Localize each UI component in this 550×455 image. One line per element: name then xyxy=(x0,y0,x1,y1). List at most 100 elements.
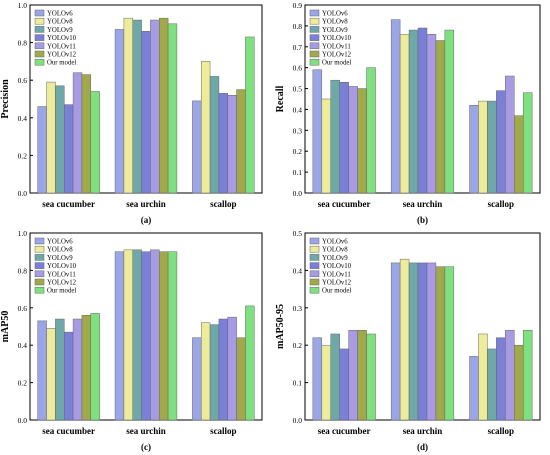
legend-swatch xyxy=(34,237,45,245)
bar-yolov9-sea-cucumber xyxy=(55,318,65,421)
legend-swatch xyxy=(34,50,45,58)
bar-our-model-sea-urchin xyxy=(167,23,178,194)
y-tick-label: 0.7 xyxy=(293,43,303,52)
bar-yolov10-sea-urchin xyxy=(417,27,428,194)
bar-yolov6-sea-cucumber xyxy=(312,337,323,421)
y-tick-label: 0.6 xyxy=(293,64,303,73)
bar-yolov12-sea-cucumber xyxy=(357,88,367,194)
y-tick-label: 1.0 xyxy=(18,229,28,238)
y-tick-label: 0.0 xyxy=(293,189,303,198)
y-tick-label: 0.5 xyxy=(293,229,303,238)
bar-yolov12-sea-urchin xyxy=(159,17,169,194)
x-category-label: sea cucumber xyxy=(318,426,371,436)
bar-yolov8-sea-cucumber xyxy=(321,344,331,421)
legend-label: YOLOv6 xyxy=(322,11,348,18)
legend-label: YOLOv10 xyxy=(322,35,352,42)
y-tick-label: 0.2 xyxy=(293,341,303,350)
bar-yolov11-sea-cucumber xyxy=(72,318,83,421)
bar-yolov8-scallop xyxy=(478,100,488,194)
legend-label: YOLOv8 xyxy=(47,19,73,26)
bar-yolov11-sea-urchin xyxy=(150,249,160,421)
bar-our-model-scallop xyxy=(522,92,533,194)
bar-yolov6-scallop xyxy=(469,356,479,421)
y-axis-label: Precision xyxy=(0,79,11,119)
bar-our-model-sea-cucumber xyxy=(90,313,100,421)
bar-yolov8-sea-cucumber xyxy=(321,98,331,194)
bar-yolov9-scallop xyxy=(487,100,497,194)
bar-yolov6-sea-urchin xyxy=(390,19,401,194)
y-tick-label: 0.1 xyxy=(293,168,303,177)
y-axis-label: Recall xyxy=(275,85,286,112)
bar-yolov6-sea-urchin xyxy=(114,251,125,421)
bar-yolov9-sea-urchin xyxy=(132,19,142,194)
bar-yolov12-scallop xyxy=(236,337,246,421)
bar-yolov8-sea-urchin xyxy=(399,258,410,421)
legend-label: YOLOv12 xyxy=(322,52,352,59)
bar-yolov9-sea-urchin xyxy=(408,262,419,421)
legend-label: YOLOv11 xyxy=(322,271,351,278)
bar-our-model-scallop xyxy=(522,329,533,421)
y-tick-label: 0.2 xyxy=(293,147,303,156)
bar-yolov10-sea-urchin xyxy=(141,31,151,194)
legend-swatch xyxy=(34,42,45,50)
legend-label: YOLOv8 xyxy=(47,247,73,254)
y-axis-label: mAP50-95 xyxy=(275,304,286,349)
legend-swatch xyxy=(309,34,320,41)
y-tick-label: 0.1 xyxy=(293,379,303,388)
legend-swatch xyxy=(309,50,320,58)
bar-yolov6-scallop xyxy=(192,100,202,194)
bar-yolov8-sea-urchin xyxy=(399,33,410,194)
legend-swatch xyxy=(309,262,320,269)
bar-yolov9-scallop xyxy=(209,324,220,421)
bar-yolov8-sea-urchin xyxy=(123,249,133,421)
y-tick-label: 0.8 xyxy=(18,266,28,275)
bar-yolov9-sea-cucumber xyxy=(330,79,340,194)
bar-our-model-sea-urchin xyxy=(444,29,455,194)
bar-our-model-scallop xyxy=(245,36,255,194)
legend-label: YOLOv11 xyxy=(47,43,76,50)
panel-label: (c) xyxy=(141,442,151,452)
bar-yolov12-sea-cucumber xyxy=(81,315,92,421)
bar-our-model-sea-urchin xyxy=(167,251,178,421)
bar-yolov12-scallop xyxy=(236,89,246,194)
y-tick-label: 0.3 xyxy=(293,304,303,313)
bar-yolov12-sea-urchin xyxy=(435,266,446,421)
legend-swatch xyxy=(309,237,320,245)
legend-swatch xyxy=(309,270,320,278)
legend-label: YOLOv9 xyxy=(322,255,348,262)
y-tick-label: 0.3 xyxy=(293,126,303,135)
legend-swatch xyxy=(309,9,320,17)
y-tick-label: 0.0 xyxy=(18,189,28,198)
y-axis-label: mAP50 xyxy=(0,311,11,343)
bar-yolov12-scallop xyxy=(514,344,524,421)
y-tick-label: 0.0 xyxy=(18,416,28,425)
x-category-label: scallop xyxy=(210,426,237,436)
legend-swatch xyxy=(309,286,320,294)
x-category-label: sea cucumber xyxy=(42,199,95,209)
legend-swatch xyxy=(34,9,45,17)
bar-yolov11-sea-cucumber xyxy=(348,329,358,421)
legend-label: YOLOv8 xyxy=(322,247,348,254)
legend-label: Our model xyxy=(47,288,76,295)
bar-yolov8-sea-cucumber xyxy=(46,328,56,421)
bar-our-model-sea-cucumber xyxy=(366,333,376,421)
legend-label: YOLOv9 xyxy=(47,255,73,262)
bar-yolov11-scallop xyxy=(227,316,237,421)
bar-yolov6-sea-urchin xyxy=(390,262,401,421)
legend-swatch xyxy=(34,34,45,41)
legend-label: YOLOv10 xyxy=(47,35,77,42)
bar-yolov6-sea-urchin xyxy=(114,29,125,194)
bar-yolov12-scallop xyxy=(514,115,524,194)
bar-yolov12-sea-urchin xyxy=(159,251,169,421)
legend-label: YOLOv10 xyxy=(322,263,352,270)
legend-swatch xyxy=(309,42,320,50)
y-tick-label: 0.5 xyxy=(293,85,303,94)
bar-yolov10-scallop xyxy=(218,93,229,194)
bar-yolov11-sea-urchin xyxy=(150,19,160,194)
y-tick-label: 0.9 xyxy=(293,1,303,10)
bar-yolov10-sea-cucumber xyxy=(339,82,349,194)
panel-label: (b) xyxy=(417,215,428,225)
legend-label: YOLOv9 xyxy=(322,27,348,34)
